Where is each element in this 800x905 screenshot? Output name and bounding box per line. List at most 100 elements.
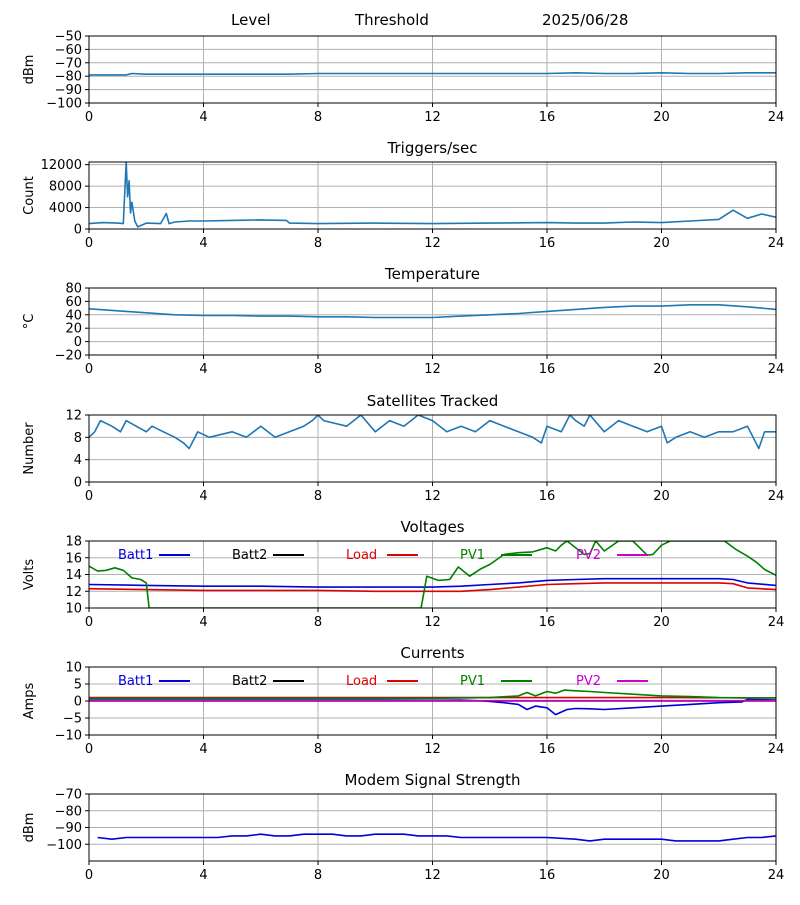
x-tick-label: 0 bbox=[85, 110, 93, 125]
x-tick-label: 4 bbox=[199, 236, 207, 251]
x-tick-label: 12 bbox=[424, 868, 441, 883]
y-tick-label: 10 bbox=[65, 661, 82, 676]
legend-label-batt2: Batt2 bbox=[232, 674, 267, 689]
y-axis-label: Volts bbox=[22, 559, 37, 591]
x-tick-label: 8 bbox=[314, 489, 322, 504]
x-tick-label: 24 bbox=[768, 489, 785, 504]
y-tick-label: 0 bbox=[74, 695, 82, 710]
y-axis-label: Number bbox=[22, 422, 37, 475]
legend-label-load: Load bbox=[346, 674, 377, 689]
y-tick-label: 20 bbox=[65, 322, 82, 337]
y-tick-label: 12 bbox=[65, 409, 82, 424]
legend-label-pv2: PV2 bbox=[576, 548, 601, 563]
y-tick-label: 14 bbox=[65, 568, 82, 583]
y-tick-label: 8000 bbox=[49, 180, 82, 195]
x-tick-label: 20 bbox=[653, 110, 670, 125]
chart-title: Voltages bbox=[400, 518, 464, 536]
header: Level Threshold 2025/06/28 bbox=[0, 0, 800, 34]
x-tick-label: 0 bbox=[85, 742, 93, 757]
x-tick-label: 20 bbox=[653, 236, 670, 251]
y-tick-label: 0 bbox=[74, 335, 82, 350]
x-tick-label: 24 bbox=[768, 615, 785, 630]
x-tick-label: 20 bbox=[653, 615, 670, 630]
y-tick-label: 18 bbox=[65, 535, 82, 550]
y-tick-label: −90 bbox=[55, 821, 82, 836]
x-tick-label: 24 bbox=[768, 868, 785, 883]
x-tick-label: 24 bbox=[768, 236, 785, 251]
x-tick-label: 20 bbox=[653, 489, 670, 504]
x-tick-label: 12 bbox=[424, 110, 441, 125]
y-tick-label: −60 bbox=[55, 43, 82, 58]
x-tick-label: 8 bbox=[314, 868, 322, 883]
y-tick-label: 5 bbox=[74, 678, 82, 693]
y-tick-label: −100 bbox=[46, 97, 82, 112]
header-threshold: Threshold bbox=[355, 11, 429, 29]
x-tick-label: 0 bbox=[85, 236, 93, 251]
y-axis-label: °C bbox=[22, 314, 37, 330]
x-tick-label: 16 bbox=[539, 362, 556, 377]
header-level: Level bbox=[231, 11, 271, 29]
y-tick-label: 40 bbox=[65, 308, 82, 323]
legend-label-batt2: Batt2 bbox=[232, 548, 267, 563]
y-tick-label: −100 bbox=[46, 838, 82, 853]
x-tick-label: 0 bbox=[85, 489, 93, 504]
x-tick-label: 12 bbox=[424, 489, 441, 504]
x-tick-label: 20 bbox=[653, 742, 670, 757]
y-tick-label: −10 bbox=[55, 729, 82, 744]
x-tick-label: 8 bbox=[314, 742, 322, 757]
y-tick-label: −20 bbox=[55, 349, 82, 364]
x-tick-label: 8 bbox=[314, 110, 322, 125]
header-date: 2025/06/28 bbox=[542, 11, 628, 29]
series-line-data bbox=[98, 834, 776, 841]
x-tick-label: 4 bbox=[199, 489, 207, 504]
y-tick-label: 4 bbox=[74, 453, 82, 468]
y-tick-label: 80 bbox=[65, 282, 82, 297]
x-tick-label: 4 bbox=[199, 110, 207, 125]
x-tick-label: 20 bbox=[653, 868, 670, 883]
x-tick-label: 12 bbox=[424, 362, 441, 377]
x-tick-label: 4 bbox=[199, 742, 207, 757]
legend-label-load: Load bbox=[346, 548, 377, 563]
y-axis-label: dBm bbox=[22, 55, 37, 85]
x-tick-label: 8 bbox=[314, 362, 322, 377]
y-tick-label: −70 bbox=[55, 788, 82, 803]
legend-label-pv1: PV1 bbox=[460, 674, 485, 689]
y-axis-label: Count bbox=[22, 176, 37, 215]
y-tick-label: 8 bbox=[74, 431, 82, 446]
x-tick-label: 24 bbox=[768, 110, 785, 125]
x-tick-label: 16 bbox=[539, 868, 556, 883]
chart-title: Triggers/sec bbox=[387, 139, 478, 157]
y-tick-label: −80 bbox=[55, 70, 82, 85]
chart-title: Satellites Tracked bbox=[367, 392, 498, 410]
y-axis-label: dBm bbox=[22, 813, 37, 843]
legend-label-batt1: Batt1 bbox=[118, 548, 153, 563]
y-tick-label: 12000 bbox=[41, 158, 82, 173]
y-axis-label: Amps bbox=[22, 682, 37, 719]
x-tick-label: 24 bbox=[768, 742, 785, 757]
x-tick-label: 16 bbox=[539, 236, 556, 251]
x-tick-label: 4 bbox=[199, 615, 207, 630]
x-tick-label: 16 bbox=[539, 110, 556, 125]
legend-label-pv1: PV1 bbox=[460, 548, 485, 563]
legend-label-batt1: Batt1 bbox=[118, 674, 153, 689]
x-tick-label: 8 bbox=[314, 615, 322, 630]
y-tick-label: 16 bbox=[65, 551, 82, 566]
x-tick-label: 12 bbox=[424, 236, 441, 251]
y-tick-label: 60 bbox=[65, 295, 82, 310]
x-tick-label: 20 bbox=[653, 362, 670, 377]
chart-title: Temperature bbox=[384, 265, 480, 283]
x-tick-label: 12 bbox=[424, 615, 441, 630]
chart-title: Currents bbox=[400, 644, 464, 662]
x-tick-label: 16 bbox=[539, 489, 556, 504]
y-tick-label: −90 bbox=[55, 83, 82, 98]
x-tick-label: 0 bbox=[85, 868, 93, 883]
x-tick-label: 12 bbox=[424, 742, 441, 757]
